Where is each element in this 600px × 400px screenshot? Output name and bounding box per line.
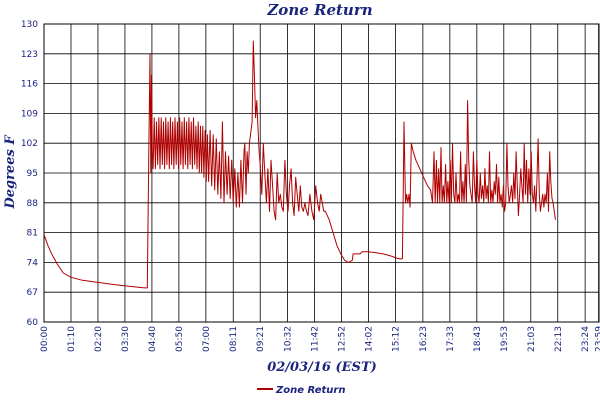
y-tick-label: 123 xyxy=(21,50,38,60)
series-layer xyxy=(43,40,556,289)
y-tick-label: 102 xyxy=(21,139,38,149)
x-tick-label: 16:23 xyxy=(419,326,429,352)
x-tick-label: 03:30 xyxy=(121,326,131,352)
x-tick-label: 15:12 xyxy=(392,326,402,352)
x-tick-label: 19:53 xyxy=(500,326,510,352)
y-tick-label: 109 xyxy=(21,109,38,119)
x-tick-label: 01:10 xyxy=(67,326,77,352)
legend: Zone Return xyxy=(257,385,345,396)
x-tick-label: 23:24 xyxy=(581,326,591,352)
x-tick-label: 05:50 xyxy=(175,326,185,352)
x-tick-label: 23:59 xyxy=(595,326,600,352)
x-tick-label: 14:02 xyxy=(365,326,375,352)
x-tick-label: 07:00 xyxy=(202,326,212,352)
x-tick-label: 22:13 xyxy=(554,326,564,352)
y-tick-label: 74 xyxy=(27,258,39,268)
series-line-zone-return xyxy=(43,40,556,289)
chart-title: Zone Return xyxy=(266,1,372,19)
y-tick-label: 116 xyxy=(21,80,38,90)
y-tick-label: 88 xyxy=(27,199,39,209)
x-tick-label: 02:20 xyxy=(94,326,104,352)
y-tick-label: 60 xyxy=(27,318,39,328)
x-tick-label: 00:00 xyxy=(40,326,50,352)
x-axis-ticks: 00:00 01:10 02:20 03:30 04:40 05:50 07:00 08:11… xyxy=(40,326,600,352)
y-tick-label: 81 xyxy=(27,229,38,239)
x-tick-label: 18:43 xyxy=(473,326,483,352)
x-tick-label: 04:40 xyxy=(148,326,158,352)
x-tick-label: 08:11 xyxy=(229,326,239,352)
x-tick-label: 12:52 xyxy=(338,326,348,352)
x-tick-label: 17:33 xyxy=(446,326,456,352)
x-axis-title: 02/03/16 (EST) xyxy=(267,360,377,375)
y-tick-label: 130 xyxy=(21,20,38,30)
y-axis-title: Degrees F xyxy=(3,135,18,210)
y-axis-ticks: 60 67 74 81 88 95 102 109 116 123 130 xyxy=(21,20,38,328)
y-tick-label: 95 xyxy=(27,169,38,179)
legend-label: Zone Return xyxy=(275,385,345,396)
x-tick-label: 09:21 xyxy=(256,326,266,352)
x-tick-label: 11:42 xyxy=(311,326,321,352)
x-tick-label: 10:32 xyxy=(284,326,294,352)
x-tick-label: 21:03 xyxy=(527,326,537,352)
y-tick-label: 67 xyxy=(27,288,38,298)
